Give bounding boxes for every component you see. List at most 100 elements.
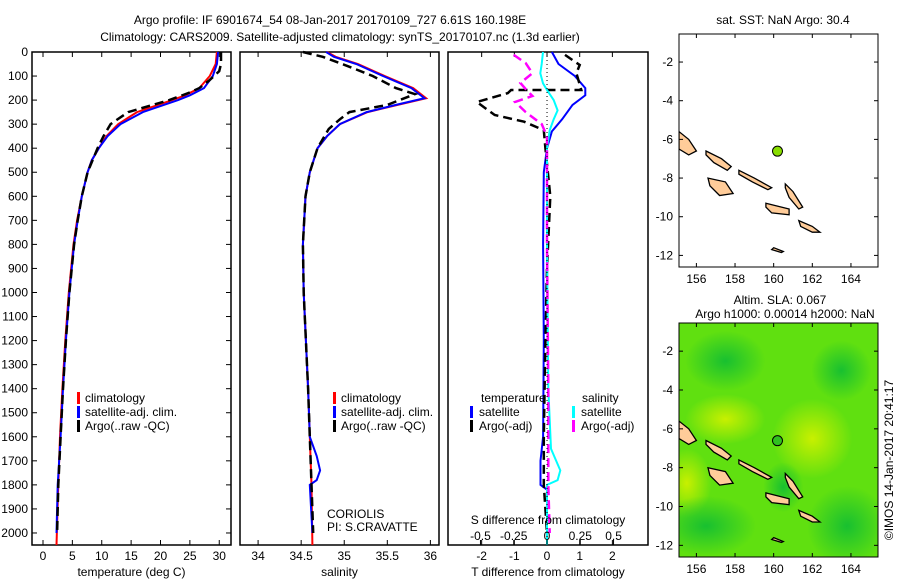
series-line-t-argo-adj-	[473, 53, 583, 534]
x-axis-label: temperature (deg C)	[77, 565, 185, 579]
legend-entry: climatology	[341, 391, 401, 405]
y-tick-label: 0	[21, 45, 28, 59]
island	[705, 149, 733, 172]
x-tick-label: 0	[40, 549, 47, 563]
s-tick-label: 0	[544, 529, 551, 543]
legend-swatch	[572, 406, 575, 418]
island	[738, 169, 774, 191]
series-line-s-satellite	[539, 51, 562, 545]
y-tick-label: 600	[8, 189, 28, 203]
lon-tick-label: 158	[725, 562, 745, 576]
series-line-argo-raw-qc-	[55, 52, 223, 534]
lon-tick-label: 156	[686, 562, 706, 576]
x-tick-label: 0	[544, 549, 551, 563]
y-tick-label: 1700	[1, 454, 28, 468]
x-tick-label: 2	[609, 549, 616, 563]
lon-tick-label: 160	[764, 272, 784, 286]
legend-entry: Argo(-adj)	[581, 419, 634, 433]
y-tick-label: 900	[8, 261, 28, 275]
lat-tick-label: -6	[662, 132, 673, 146]
y-tick-label: 2000	[1, 526, 28, 540]
x-tick-label: 36	[424, 549, 438, 563]
sla-anomaly-patch	[772, 398, 853, 479]
series-line-s-argo-adj-	[512, 53, 551, 534]
legend-entry: satellite	[479, 405, 520, 419]
y-tick-label: 300	[8, 117, 28, 131]
island	[784, 471, 804, 500]
lon-tick-label: 164	[841, 272, 861, 286]
s-axis-label: S difference from climatology	[471, 513, 626, 527]
s-tick-label: 0.25	[569, 529, 593, 543]
plot-frame-salinity	[239, 51, 440, 546]
s-tick-label: 0.5	[605, 529, 622, 543]
lon-tick-label: 156	[686, 272, 706, 286]
y-tick-label: 800	[8, 237, 28, 251]
legend-entry: satellite-adj. clim.	[341, 405, 433, 419]
island	[797, 219, 822, 233]
map-sla-title: Altim. SLA: 0.067	[734, 293, 827, 307]
y-tick-label: 1200	[1, 334, 28, 348]
map-sst-title: sat. SST: NaN Argo: 30.4	[716, 13, 850, 27]
x-axis-label: T difference from climatology	[471, 565, 625, 579]
x-tick-label: 30	[213, 549, 227, 563]
sla-anomaly-patch	[807, 485, 878, 557]
s-tick-label: -0.5	[470, 529, 491, 543]
island	[679, 130, 698, 156]
legend-entry: Argo(..raw -QC)	[85, 419, 170, 433]
x-tick-label: 35.5	[376, 549, 400, 563]
y-tick-label: 700	[8, 213, 28, 227]
legend-swatch	[470, 420, 473, 432]
map-frame	[678, 33, 879, 268]
legend-swatch	[572, 420, 575, 432]
lon-tick-label: 164	[841, 562, 861, 576]
series-line-satellite-adj-clim-	[301, 51, 427, 534]
y-tick-label: 1000	[1, 285, 28, 299]
x-tick-label: 25	[183, 549, 197, 563]
island	[784, 182, 804, 210]
lon-tick-label: 162	[802, 562, 822, 576]
x-tick-label: -2	[476, 549, 487, 563]
legend-swatch	[333, 420, 336, 432]
lon-tick-label: 158	[725, 272, 745, 286]
lat-tick-label: -10	[656, 500, 674, 514]
y-tick-label: 1600	[1, 430, 28, 444]
island	[738, 458, 774, 481]
map-frame	[678, 322, 879, 558]
argo-float-marker	[771, 145, 783, 157]
y-tick-label: 1800	[1, 478, 28, 492]
legend-swatch	[77, 406, 80, 418]
legend-swatch	[470, 406, 473, 418]
lat-tick-label: -12	[656, 248, 674, 262]
figure-title: Argo profile: IF 6901674_54 08-Jan-2017 …	[134, 13, 526, 27]
lat-tick-label: -2	[662, 55, 673, 69]
x-tick-label: 1	[576, 549, 583, 563]
legend-swatch	[333, 392, 336, 404]
legend-entry: climatology	[85, 391, 145, 405]
lat-tick-label: -6	[662, 422, 673, 436]
map-sla-subtitle: Argo h1000: 0.00014 h2000: NaN	[695, 307, 874, 321]
legend-entry: Argo(-adj)	[479, 419, 532, 433]
island	[705, 439, 733, 461]
x-tick-label: -1	[509, 549, 520, 563]
legend-entry: satellite-adj. clim.	[85, 405, 177, 419]
legend-header: salinity	[582, 391, 619, 405]
y-tick-label: 1900	[1, 502, 28, 516]
institution-label: CORIOLIS	[327, 507, 384, 521]
legend-entry: satellite	[581, 405, 622, 419]
x-tick-label: 35	[338, 549, 352, 563]
sla-anomaly-patch	[685, 330, 766, 391]
argo-float-marker	[771, 435, 783, 447]
legend-swatch	[333, 406, 336, 418]
x-tick-label: 10	[95, 549, 109, 563]
x-tick-label: 5	[69, 549, 76, 563]
island	[797, 509, 822, 523]
island	[765, 492, 790, 506]
series-line-argo-raw-qc-	[301, 50, 419, 534]
lat-tick-label: -8	[662, 171, 673, 185]
plot-frame-temperature	[31, 51, 232, 546]
s-tick-label: -0.25	[500, 529, 528, 543]
lon-tick-label: 160	[764, 562, 784, 576]
pi-label: PI: S.CRAVATTE	[327, 520, 418, 534]
